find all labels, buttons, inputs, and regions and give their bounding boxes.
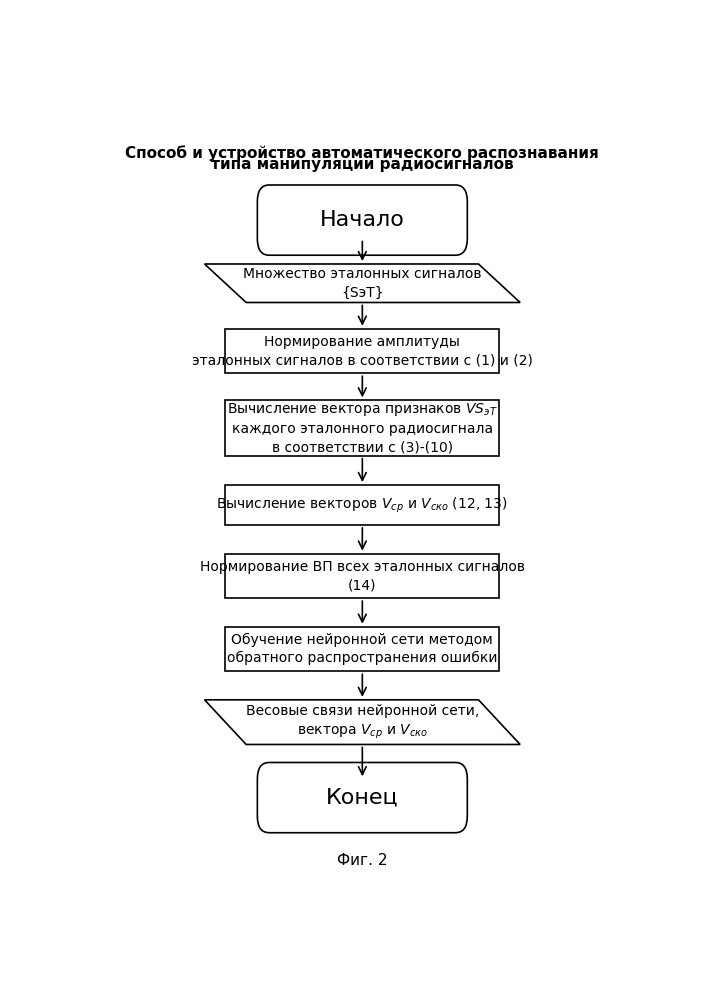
Bar <box>226 485 499 525</box>
Text: Множество эталонных сигналов
{SэT}: Множество эталонных сигналов {SэT} <box>243 267 481 299</box>
Text: Нормирование амплитуды
эталонных сигналов в соответствии с (1) и (2): Нормирование амплитуды эталонных сигнало… <box>192 335 533 367</box>
Polygon shape <box>204 700 520 744</box>
Bar <box>226 554 499 598</box>
Bar <box>226 627 499 671</box>
Text: Начало: Начало <box>320 210 405 230</box>
FancyBboxPatch shape <box>257 185 467 255</box>
Text: Конец: Конец <box>326 788 399 808</box>
Polygon shape <box>204 264 520 302</box>
Bar <box>226 329 499 373</box>
Bar <box>226 400 499 456</box>
FancyBboxPatch shape <box>257 762 467 833</box>
Text: Способ и устройство автоматического распознавания: Способ и устройство автоматического расп… <box>125 145 600 161</box>
Text: Обучение нейронной сети методом
обратного распространения ошибки: Обучение нейронной сети методом обратног… <box>227 633 498 665</box>
Text: Вычисление вектора признаков $VS_{эT}$
каждого эталонного радиосигнала
в соответ: Вычисление вектора признаков $VS_{эT}$ к… <box>227 401 498 455</box>
Text: Нормирование ВП всех эталонных сигналов
(14): Нормирование ВП всех эталонных сигналов … <box>200 560 525 592</box>
Text: типа манипуляции радиосигналов: типа манипуляции радиосигналов <box>211 157 514 172</box>
Text: Вычисление векторов $V_{ср}$ и $V_{ско}$ (12, 13): Вычисление векторов $V_{ср}$ и $V_{ско}$… <box>216 495 508 515</box>
Text: Весовые связи нейронной сети,
вектора $V_{ср}$ и $V_{ско}$: Весовые связи нейронной сети, вектора $V… <box>246 704 479 741</box>
Text: Фиг. 2: Фиг. 2 <box>337 853 387 868</box>
